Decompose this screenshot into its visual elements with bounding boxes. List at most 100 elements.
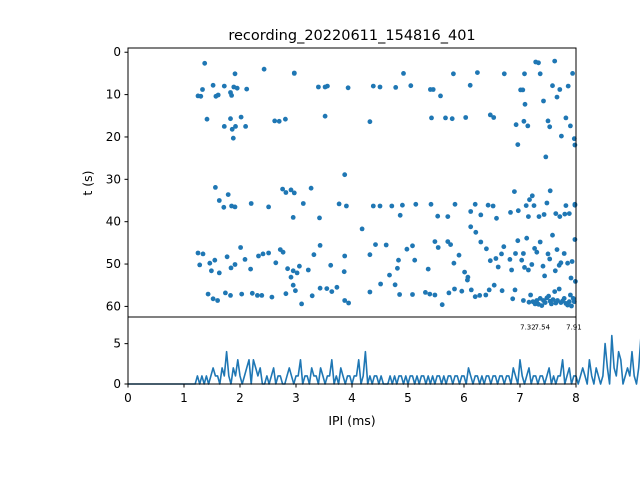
scatter-point <box>239 291 245 297</box>
scatter-point <box>238 114 244 120</box>
scatter-y-tick-label: 40 <box>106 215 121 229</box>
scatter-point <box>537 239 543 245</box>
scatter-point <box>542 273 547 279</box>
scatter-point <box>288 274 294 280</box>
scatter-point <box>367 289 373 295</box>
scatter-point <box>387 272 392 278</box>
scatter-point <box>546 293 551 299</box>
scatter-point <box>490 203 496 209</box>
scatter-point <box>478 239 484 245</box>
scatter-point <box>557 214 563 220</box>
scatter-point <box>565 83 571 89</box>
scatter-point <box>569 259 575 264</box>
scatter-point <box>553 211 559 217</box>
scatter-point <box>445 214 451 220</box>
scatter-point <box>432 239 438 245</box>
scatter-point <box>202 60 208 66</box>
scatter-point <box>393 85 399 90</box>
scatter-point <box>545 118 551 124</box>
scatter-point <box>283 190 289 195</box>
scatter-point <box>255 293 260 298</box>
scatter-point <box>570 71 575 76</box>
scatter-point <box>336 201 342 207</box>
histogram-x-tick-label: 5 <box>404 391 412 405</box>
scatter-point <box>389 203 395 209</box>
scatter-point <box>401 71 406 76</box>
scatter-point <box>341 269 347 275</box>
scatter-point <box>468 224 474 230</box>
scatter-point <box>552 289 558 294</box>
scatter-point <box>261 66 267 72</box>
scatter-point <box>465 277 470 283</box>
scatter-point <box>234 85 240 91</box>
scatter-point <box>221 204 227 210</box>
scatter-point <box>269 294 275 300</box>
scatter-point <box>367 252 373 258</box>
scatter-point <box>428 201 434 207</box>
scatter-point <box>400 202 405 208</box>
scatter-point <box>410 243 415 249</box>
scatter-point <box>309 293 315 299</box>
scatter-point <box>550 232 555 238</box>
scatter-point <box>395 265 400 271</box>
scatter-point <box>228 265 234 271</box>
scatter-point <box>317 285 323 291</box>
scatter-point <box>367 119 373 125</box>
scatter-point <box>451 71 456 77</box>
histogram-x-tick-label: 2 <box>236 391 244 405</box>
scatter-point <box>435 245 441 250</box>
scatter-point <box>311 252 317 258</box>
scatter-point <box>210 82 216 88</box>
scatter-point <box>242 257 248 262</box>
scatter-point <box>508 210 513 215</box>
scatter-point <box>515 142 521 148</box>
scatter-point <box>543 154 549 160</box>
histogram-x-tick-label: 6 <box>460 391 468 405</box>
scatter-point <box>280 186 285 192</box>
scatter-point <box>563 115 569 121</box>
scatter-point <box>243 124 249 129</box>
scatter-point <box>491 282 497 288</box>
scatter-point <box>221 83 227 89</box>
scatter-point <box>558 260 564 266</box>
scatter-point <box>556 286 562 292</box>
scatter-point <box>572 202 578 208</box>
scatter-point <box>569 303 574 309</box>
scatter-point <box>212 257 218 263</box>
scatter-point <box>248 201 254 206</box>
histogram-peak-label: 7.91 <box>566 324 582 332</box>
scatter-point <box>300 201 306 206</box>
scatter-point <box>221 124 227 129</box>
scatter-point <box>328 262 334 268</box>
scatter-point <box>552 268 558 274</box>
scatter-point <box>290 282 296 288</box>
scatter-point <box>210 296 216 302</box>
scatter-point <box>377 84 383 90</box>
scatter-point <box>487 112 493 118</box>
scatter-y-axis-label: t (s) <box>80 170 95 195</box>
scatter-point <box>370 83 376 89</box>
scatter-point <box>445 239 451 245</box>
chart-title: recording_20220611_154816_401 <box>228 28 475 44</box>
scatter-point <box>495 264 501 270</box>
scatter-point <box>572 237 578 242</box>
scatter-point <box>522 101 528 107</box>
histogram-peak-label: 7.32 <box>520 324 536 332</box>
scatter-point <box>522 71 527 77</box>
scatter-point <box>200 87 205 92</box>
scatter-point <box>412 257 418 263</box>
scatter-point <box>249 290 255 296</box>
scatter-point <box>443 115 448 121</box>
scatter-point <box>451 260 457 266</box>
scatter-point <box>334 284 340 290</box>
scatter-point <box>238 245 244 250</box>
scatter-point <box>213 185 218 190</box>
scatter-point <box>467 82 473 88</box>
scatter-point <box>346 300 351 306</box>
scatter-point <box>228 293 233 298</box>
scatter-point <box>291 70 297 76</box>
scatter-point <box>523 203 529 209</box>
scatter-point <box>276 118 282 124</box>
scatter-point <box>425 266 431 272</box>
